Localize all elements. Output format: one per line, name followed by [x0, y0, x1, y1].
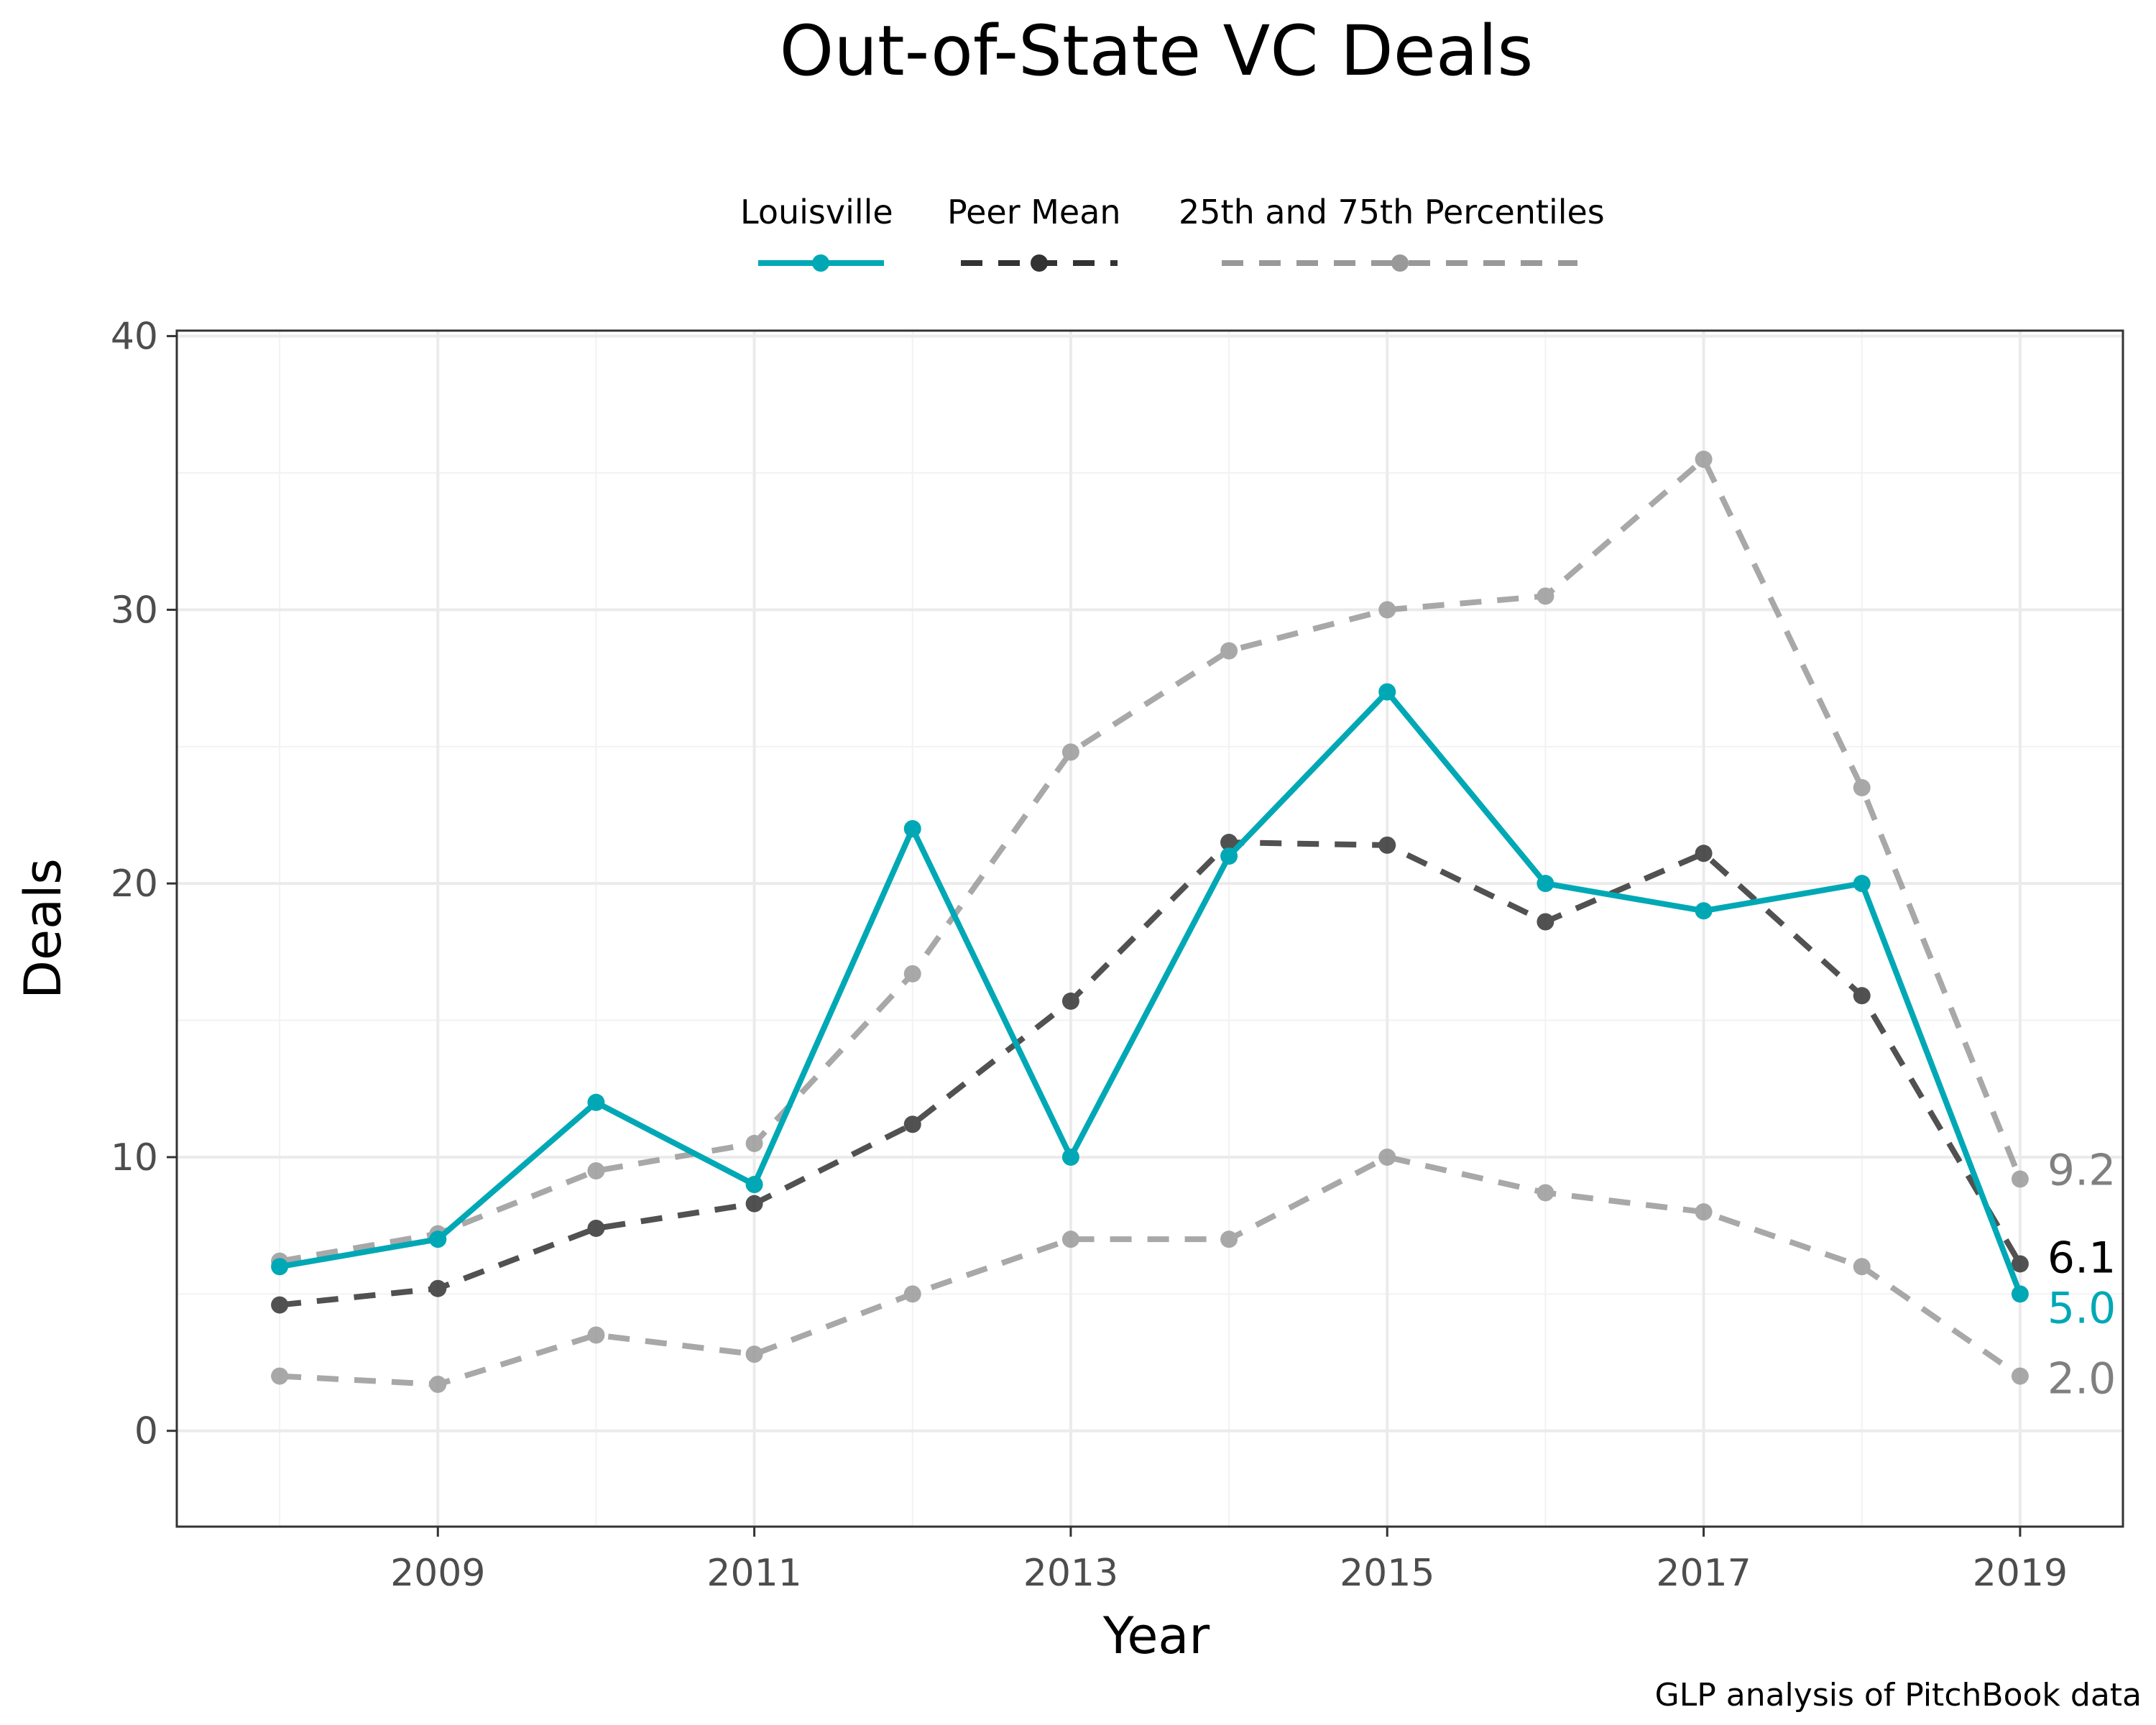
legend-key-point — [812, 254, 829, 272]
plot-panel — [177, 331, 2123, 1527]
y-axis-title: Deals — [14, 858, 73, 999]
data-point — [745, 1346, 763, 1363]
y-tick-label: 20 — [111, 862, 158, 906]
data-point — [1220, 642, 1238, 660]
data-point — [271, 1296, 289, 1314]
legend-label: Louisville — [740, 193, 893, 231]
plot-border — [175, 329, 2124, 1528]
data-point — [2011, 1367, 2029, 1385]
data-point — [1537, 587, 1554, 605]
data-point — [587, 1162, 605, 1179]
data-point — [429, 1230, 447, 1248]
axes: 2009 2011 2013 2015 2017 2019 0 10 20 30 40 — [111, 316, 2068, 1595]
end-label: 9.2 — [2047, 1145, 2116, 1195]
series-75th-percentile — [271, 450, 2029, 1270]
chart-title: Out-of-State VC Deals — [780, 11, 1534, 91]
data-point — [2011, 1255, 2029, 1273]
data-point — [587, 1326, 605, 1344]
legend-label: 25th and 75th Percentiles — [1179, 193, 1605, 231]
data-point — [1220, 847, 1238, 865]
legend-key-point — [1391, 254, 1409, 272]
y-tick-label: 10 — [111, 1136, 158, 1179]
data-point — [1220, 1230, 1238, 1248]
data-point — [903, 1116, 921, 1133]
data-point — [1061, 1148, 1079, 1166]
data-point — [745, 1176, 763, 1194]
data-point — [903, 965, 921, 983]
data-point — [587, 1093, 605, 1111]
data-point — [745, 1134, 763, 1152]
data-point — [429, 1375, 447, 1393]
end-labels: 5.06.1 9.2 2.0 — [2047, 1145, 2116, 1404]
data-point — [429, 1279, 447, 1297]
data-point — [1537, 1184, 1554, 1202]
y-tick-label: 40 — [111, 316, 158, 359]
data-point — [1378, 1148, 1396, 1166]
caption: GLP analysis of PitchBook data — [1655, 1677, 2142, 1714]
data-point — [1061, 1230, 1079, 1248]
data-point — [2011, 1285, 2029, 1303]
series-line — [279, 689, 2023, 1295]
x-tick-label: 2009 — [390, 1552, 485, 1595]
data-point — [1695, 450, 1713, 468]
data-point — [1853, 1258, 1871, 1276]
legend-item: Louisville — [740, 193, 893, 272]
series-25th-percentile — [271, 1148, 2029, 1393]
data-point — [1378, 683, 1396, 701]
legend: Louisville Peer Mean 25th and 75th Percent… — [740, 193, 1605, 272]
y-tick-label: 30 — [111, 589, 158, 632]
x-tick-label: 2013 — [1023, 1552, 1118, 1595]
x-tick-label: 2015 — [1340, 1552, 1434, 1595]
x-tick-label: 2011 — [706, 1552, 801, 1595]
x-tick-label: 2017 — [1656, 1552, 1751, 1595]
data-point — [1378, 836, 1396, 854]
data-point — [587, 1219, 605, 1237]
data-point — [903, 820, 921, 838]
series-line — [279, 840, 2023, 1308]
data-point — [1220, 834, 1238, 852]
data-point — [271, 1367, 289, 1385]
x-axis-title: Year — [1102, 1606, 1210, 1665]
end-label: 2.0 — [2047, 1354, 2116, 1404]
data-point — [1853, 987, 1871, 1005]
series-line — [279, 1154, 2022, 1387]
data-point — [271, 1258, 289, 1276]
data-point — [903, 1285, 921, 1303]
data-point — [1853, 875, 1871, 893]
data-point — [1695, 902, 1713, 920]
series-layer — [271, 450, 2029, 1393]
data-point — [745, 1195, 763, 1213]
y-tick-label: 0 — [134, 1410, 158, 1453]
end-label: 6.1 — [2047, 1233, 2116, 1283]
series-peer-mean — [271, 834, 2029, 1314]
series-line — [279, 456, 2023, 1264]
legend-label: Peer Mean — [947, 193, 1121, 231]
data-point — [1378, 601, 1396, 619]
end-label: 5.0 — [2047, 1283, 2116, 1333]
legend-item: Peer Mean — [947, 193, 1121, 272]
data-point — [1537, 875, 1554, 893]
legend-item: 25th and 75th Percentiles — [1179, 193, 1605, 272]
series-louisville — [271, 683, 2029, 1303]
data-point — [1695, 845, 1713, 862]
data-point — [1853, 778, 1871, 796]
data-point — [1061, 743, 1079, 761]
grid — [177, 331, 2123, 1527]
data-point — [1537, 913, 1554, 931]
data-point — [2011, 1170, 2029, 1188]
data-point — [1695, 1203, 1713, 1221]
data-point — [1061, 992, 1079, 1010]
legend-key-point — [1031, 254, 1048, 272]
x-tick-label: 2019 — [1973, 1552, 2068, 1595]
